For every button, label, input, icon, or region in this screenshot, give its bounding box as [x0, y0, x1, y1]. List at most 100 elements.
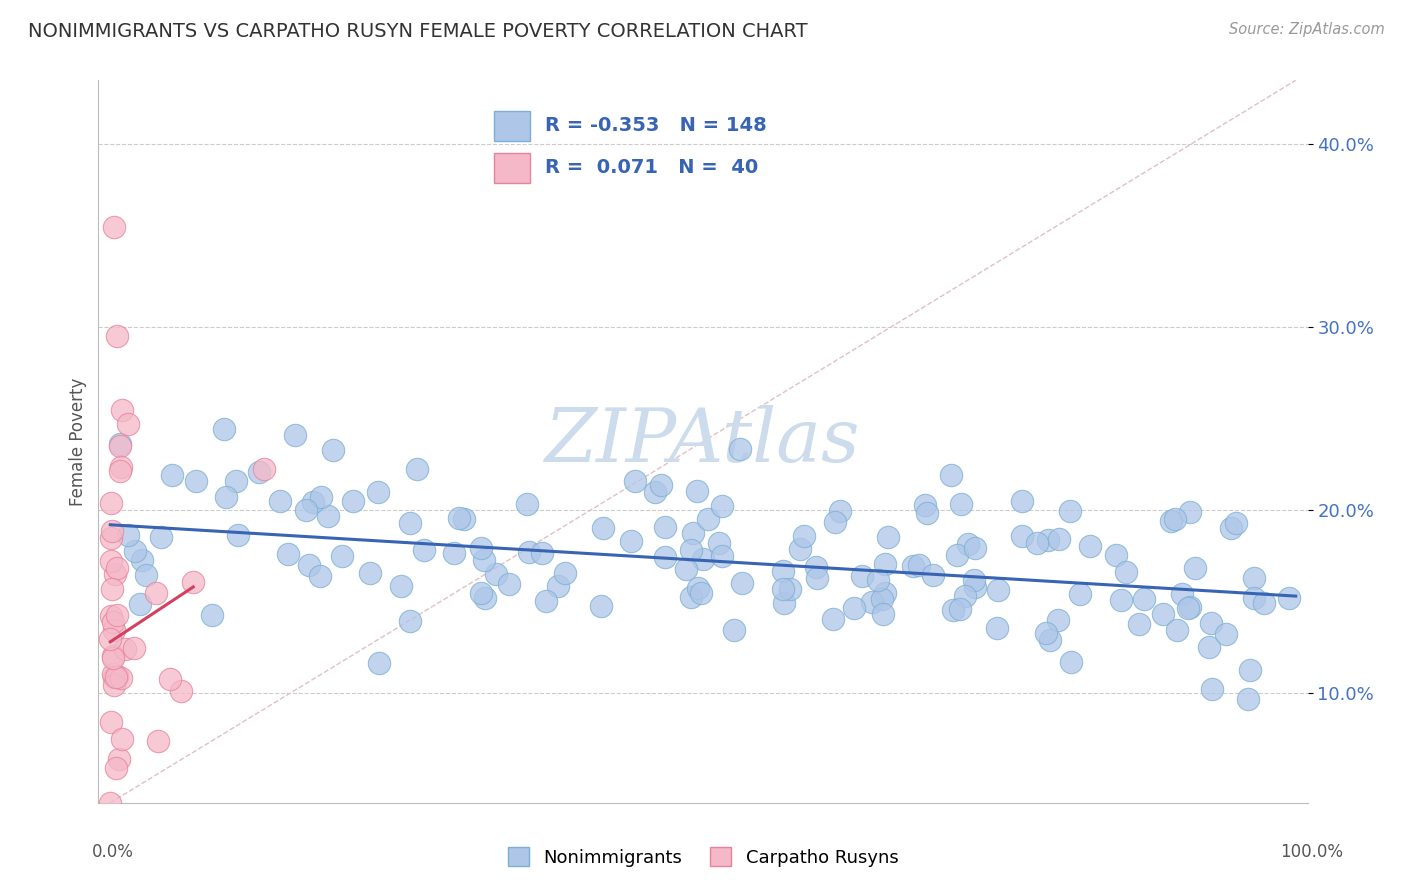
- Point: [443, 546, 465, 560]
- Point: [367, 485, 389, 500]
- Point: [108, 439, 131, 453]
- Point: [908, 558, 931, 573]
- Point: [696, 512, 718, 526]
- Point: [870, 592, 893, 607]
- Text: Source: ZipAtlas.com: Source: ZipAtlas.com: [1229, 22, 1385, 37]
- Point: [100, 715, 122, 730]
- Point: [105, 761, 128, 775]
- Point: [986, 621, 1008, 635]
- Point: [253, 461, 276, 475]
- Point: [105, 561, 128, 575]
- Point: [547, 579, 569, 593]
- Point: [1059, 504, 1081, 518]
- Point: [962, 574, 984, 588]
- Point: [498, 576, 520, 591]
- Point: [1237, 692, 1260, 706]
- Point: [1215, 627, 1237, 641]
- Point: [1011, 494, 1033, 508]
- Point: [105, 329, 128, 343]
- Point: [1184, 561, 1206, 575]
- Point: [731, 576, 754, 591]
- Point: [100, 496, 122, 510]
- Point: [103, 667, 125, 681]
- Point: [284, 428, 307, 442]
- Point: [298, 558, 321, 572]
- Point: [675, 562, 697, 576]
- Point: [692, 552, 714, 566]
- Point: [104, 566, 127, 581]
- Point: [707, 536, 730, 550]
- Point: [124, 543, 146, 558]
- Point: [159, 672, 181, 686]
- Point: [201, 607, 224, 622]
- Point: [1035, 625, 1057, 640]
- Point: [225, 474, 247, 488]
- Point: [730, 442, 752, 457]
- Point: [554, 566, 576, 581]
- Point: [103, 623, 125, 637]
- Point: [212, 422, 235, 436]
- Point: [145, 586, 167, 600]
- Point: [842, 601, 865, 615]
- Point: [249, 465, 271, 479]
- Point: [1243, 571, 1265, 585]
- Point: [110, 460, 132, 475]
- Point: [332, 549, 354, 563]
- Point: [789, 541, 811, 556]
- Point: [453, 512, 475, 526]
- Point: [1133, 591, 1156, 606]
- Point: [1243, 591, 1265, 605]
- Point: [100, 531, 122, 545]
- Point: [1069, 587, 1091, 601]
- Point: [117, 417, 139, 431]
- Point: [866, 573, 889, 587]
- Point: [821, 612, 844, 626]
- Point: [1178, 505, 1201, 519]
- Point: [1109, 593, 1132, 607]
- Point: [1047, 532, 1070, 546]
- Point: [1201, 682, 1223, 697]
- Point: [949, 497, 972, 511]
- Point: [101, 650, 124, 665]
- Point: [873, 585, 896, 599]
- Point: [793, 529, 815, 543]
- Point: [710, 549, 733, 564]
- Point: [824, 516, 846, 530]
- Point: [965, 580, 987, 594]
- Point: [1078, 539, 1101, 553]
- Point: [103, 669, 125, 683]
- Point: [114, 642, 136, 657]
- Point: [873, 558, 896, 572]
- Point: [1047, 613, 1070, 627]
- Point: [104, 670, 127, 684]
- Point: [472, 552, 495, 566]
- Point: [128, 597, 150, 611]
- Point: [98, 796, 121, 810]
- Point: [1239, 663, 1261, 677]
- Point: [309, 568, 332, 582]
- Point: [723, 624, 745, 638]
- Point: [806, 559, 828, 574]
- Point: [591, 599, 613, 614]
- Text: 100.0%: 100.0%: [1279, 843, 1343, 861]
- Point: [1166, 623, 1188, 637]
- Point: [519, 544, 541, 558]
- Point: [100, 524, 122, 538]
- Point: [398, 614, 420, 628]
- Point: [98, 632, 121, 646]
- Point: [389, 579, 412, 593]
- Point: [686, 582, 709, 596]
- Point: [654, 549, 676, 564]
- Point: [620, 533, 643, 548]
- Point: [103, 615, 125, 630]
- Point: [1128, 617, 1150, 632]
- Point: [398, 516, 420, 530]
- Point: [108, 464, 131, 478]
- Point: [474, 591, 496, 605]
- Point: [160, 467, 183, 482]
- Point: [901, 558, 924, 573]
- Point: [117, 528, 139, 542]
- Point: [772, 564, 794, 578]
- Point: [100, 582, 122, 596]
- Point: [105, 669, 128, 683]
